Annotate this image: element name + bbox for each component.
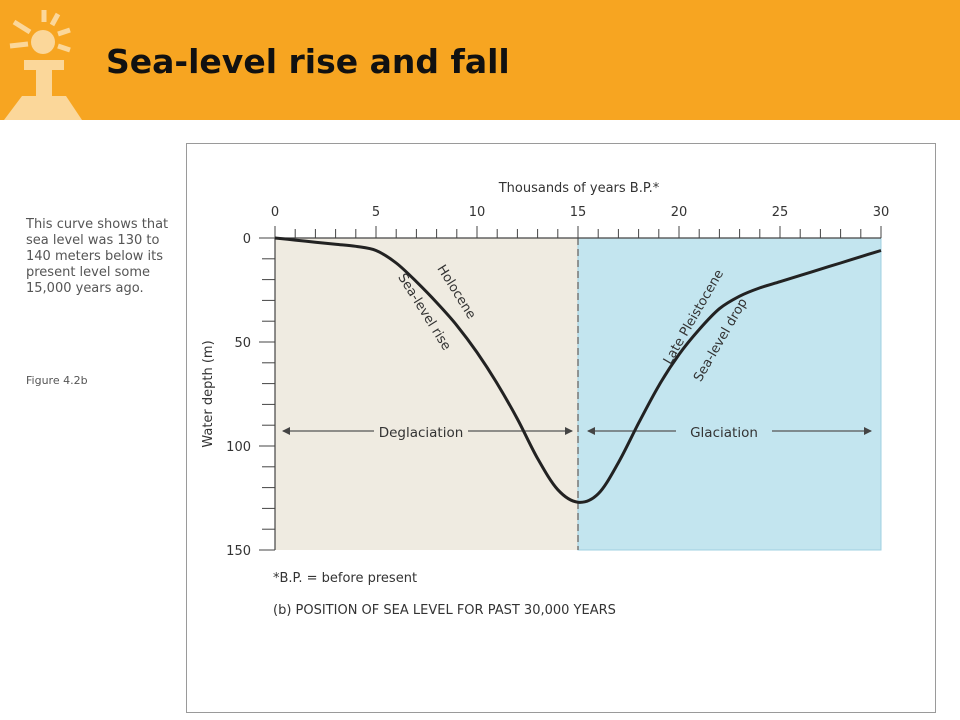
caption-line: sea level was 130 to [26,233,160,248]
footnote: *B.P. = before present [273,571,417,586]
lighthouse-logo-icon [4,10,82,120]
caption-line: This curve shows that [26,217,169,232]
x-tick-label: 25 [772,205,789,220]
sea-level-chart: 0 5 10 15 20 25 30 0 50 100 150 Thousands of years… [201,181,889,618]
region-glaciation [577,237,882,551]
caption-line: 140 meters below its [26,249,164,264]
x-tick-label: 10 [469,205,486,220]
x-tick-label: 30 [873,205,890,220]
y-axis-title: Water depth (m) [201,340,216,447]
x-tick-label: 5 [372,205,380,220]
y-tick-label: 50 [234,336,251,351]
curve-layer [274,236,882,504]
y-tick-label: 150 [226,544,251,559]
title-banner: Sea-level rise and fall [0,0,960,120]
x-axis-title: Thousands of years B.P.* [498,181,660,196]
y-tick-label: 100 [226,440,251,455]
slide-title: Sea-level rise and fall [106,42,510,81]
caption-line: present level some [26,265,150,280]
chart-title: (b) POSITION OF SEA LEVEL FOR PAST 30,00… [273,603,616,618]
region-label-deglaciation: Deglaciation [379,425,464,441]
figure-panel: 0 5 10 15 20 25 30 0 50 100 150 Thousands of years… [186,143,936,713]
x-tick-label: 0 [271,205,279,220]
x-tick-label: 20 [671,205,688,220]
region-deglaciation [275,238,578,550]
sea-level-curve-0 [274,236,882,504]
region-label-glaciation: Glaciation [690,425,758,441]
figure-reference: Figure 4.2b [26,374,88,387]
axes-layer: 0 5 10 15 20 25 30 0 50 100 150 [226,205,889,559]
x-tick-label: 15 [570,205,587,220]
caption-text: This curve shows that sea level was 130 … [26,217,186,297]
y-tick-label: 0 [243,232,251,247]
caption-line: 15,000 years ago. [26,281,144,296]
